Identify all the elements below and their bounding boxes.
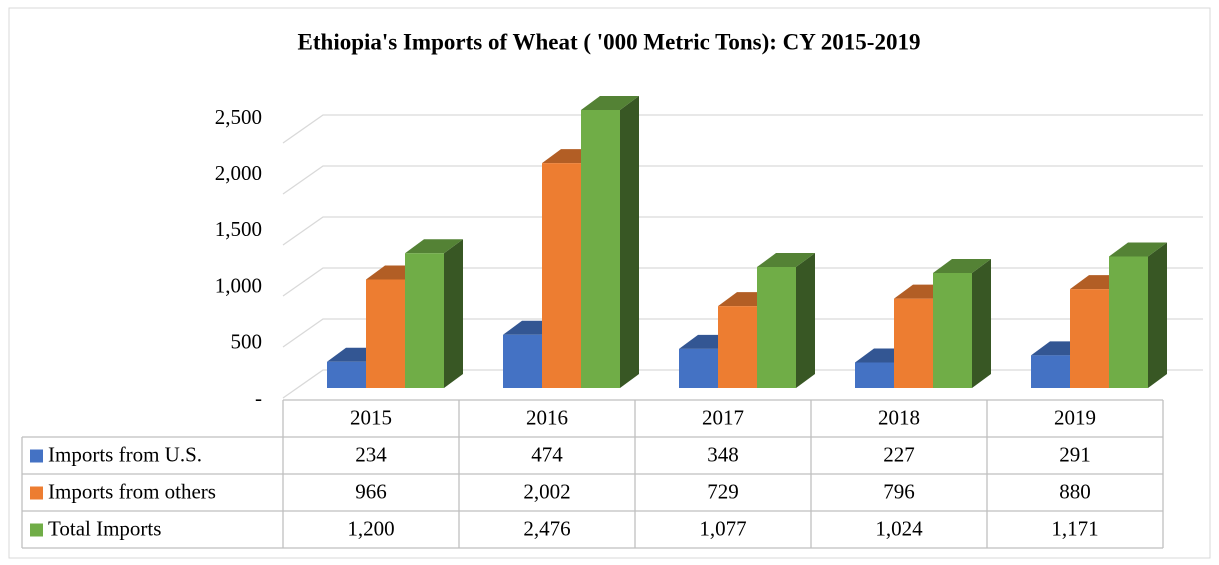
table-value: 880 bbox=[1059, 479, 1091, 503]
bar-front bbox=[542, 163, 581, 388]
table-value: 1,171 bbox=[1051, 516, 1098, 540]
bar bbox=[757, 253, 815, 388]
legend-label: Imports from U.S. bbox=[48, 442, 202, 466]
table-value: 1,200 bbox=[347, 516, 394, 540]
bar bbox=[933, 259, 991, 388]
table-value: 348 bbox=[707, 442, 739, 466]
table-value: 227 bbox=[883, 442, 915, 466]
x-tick-label: 2015 bbox=[350, 405, 392, 429]
legend-label: Imports from others bbox=[48, 479, 216, 503]
bar-front bbox=[1109, 256, 1148, 388]
bar-front bbox=[933, 273, 972, 388]
bar-side bbox=[1148, 242, 1167, 388]
x-tick-label: 2019 bbox=[1054, 405, 1096, 429]
bar-front bbox=[894, 298, 933, 388]
table-value: 2,476 bbox=[523, 516, 570, 540]
y-tick-label: 500 bbox=[231, 330, 263, 354]
table-value: 1,024 bbox=[875, 516, 923, 540]
grid-line bbox=[282, 165, 1203, 195]
table-value: 796 bbox=[883, 479, 915, 503]
bar-top bbox=[1109, 242, 1167, 257]
table-value: 1,077 bbox=[699, 516, 746, 540]
grid-line bbox=[282, 114, 1203, 144]
bar-top bbox=[581, 95, 639, 110]
x-tick-label: 2017 bbox=[702, 405, 744, 429]
table-value: 966 bbox=[355, 479, 387, 503]
bar-side bbox=[796, 253, 815, 388]
bar-front bbox=[405, 253, 444, 388]
bar-front bbox=[1031, 355, 1070, 388]
table-value: 474 bbox=[531, 442, 563, 466]
legend-swatch bbox=[30, 523, 43, 537]
legend-swatch bbox=[30, 449, 43, 463]
y-tick-label: 2,500 bbox=[215, 105, 262, 129]
bar-side bbox=[444, 239, 463, 388]
bar-front bbox=[327, 361, 366, 388]
bar bbox=[581, 95, 639, 389]
grid-line bbox=[282, 267, 1203, 297]
grid-line bbox=[282, 216, 1203, 246]
legend-label: Total Imports bbox=[48, 516, 161, 540]
bar-front bbox=[1070, 289, 1109, 388]
bar-front bbox=[581, 109, 620, 389]
y-tick-label: - bbox=[255, 386, 262, 410]
table-value: 234 bbox=[355, 442, 387, 466]
legend-swatch bbox=[30, 486, 43, 500]
bar bbox=[1109, 242, 1167, 388]
bar-top bbox=[405, 239, 463, 254]
table-value: 729 bbox=[707, 479, 739, 503]
bar-front bbox=[366, 279, 405, 388]
y-tick-label: 2,000 bbox=[215, 161, 262, 185]
bar-top bbox=[757, 253, 815, 268]
bar-front bbox=[855, 362, 894, 388]
bar bbox=[405, 239, 463, 388]
bar-front bbox=[718, 306, 757, 388]
y-tick-label: 1,000 bbox=[215, 273, 262, 297]
bar-front bbox=[679, 348, 718, 388]
x-tick-label: 2016 bbox=[526, 405, 568, 429]
bar-side bbox=[972, 259, 991, 388]
bar-top bbox=[933, 259, 991, 274]
table-value: 291 bbox=[1059, 442, 1091, 466]
bar-front bbox=[503, 334, 542, 388]
chart-title: Ethiopia's Imports of Wheat ( '000 Metri… bbox=[298, 29, 921, 54]
bar-side bbox=[620, 95, 639, 389]
y-tick-label: 1,500 bbox=[215, 217, 262, 241]
x-tick-label: 2018 bbox=[878, 405, 920, 429]
bar-front bbox=[757, 267, 796, 388]
table-value: 2,002 bbox=[523, 479, 570, 503]
